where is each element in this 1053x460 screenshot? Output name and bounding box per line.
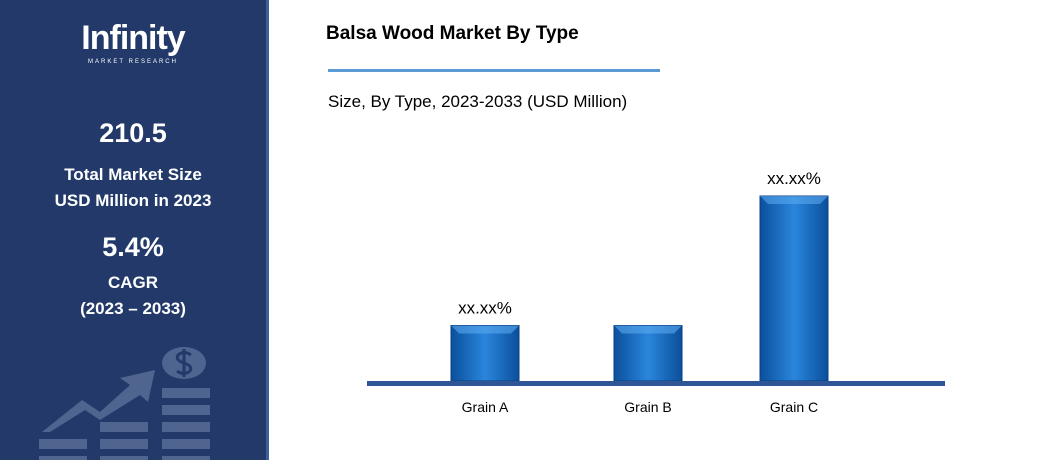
bar-bevel bbox=[614, 325, 682, 334]
cagr-label: CAGR bbox=[107, 273, 159, 292]
bar-grain-b bbox=[613, 325, 683, 382]
x-axis-baseline bbox=[367, 381, 945, 386]
x-tick-label: Grain A bbox=[462, 399, 509, 415]
infinity-logo: Infinity MARKET RESEARCH bbox=[0, 20, 266, 66]
x-tick-label: Grain B bbox=[624, 399, 671, 415]
data-label: xx.xx% bbox=[458, 299, 512, 318]
chart-subtitle: Size, By Type, 2023-2033 (USD Million) bbox=[328, 92, 628, 111]
title-underline bbox=[328, 69, 660, 72]
cagr-value: 5.4% bbox=[102, 232, 164, 262]
market-size-unit: USD Million in 2023 bbox=[54, 191, 212, 210]
bar-bevel bbox=[760, 196, 828, 204]
data-label: xx.xx% bbox=[767, 169, 821, 188]
bar-grain-c bbox=[759, 195, 829, 382]
market-size-value: 210.5 bbox=[99, 118, 167, 148]
bar-grain-a bbox=[450, 325, 520, 382]
bar-bevel bbox=[451, 325, 519, 334]
logo-tagline: MARKET RESEARCH bbox=[88, 59, 178, 65]
growth-chart-dollar-icon bbox=[39, 347, 210, 460]
logo-name: Infinity bbox=[81, 19, 185, 57]
cagr-period: (2023 – 2033) bbox=[80, 299, 186, 318]
chart-title: Balsa Wood Market By Type bbox=[326, 23, 579, 44]
market-size-label: Total Market Size bbox=[64, 165, 202, 184]
x-tick-label: Grain C bbox=[770, 399, 818, 415]
summary-panel: Infinity MARKET RESEARCH 210.5 Total Mar… bbox=[0, 0, 269, 460]
